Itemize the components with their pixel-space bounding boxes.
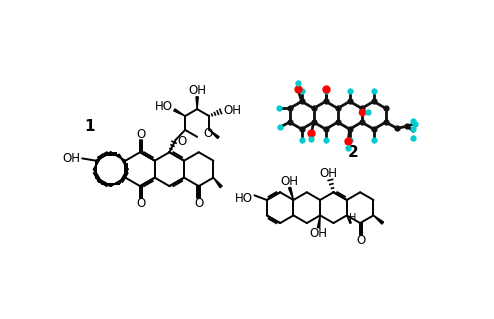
Polygon shape [174, 109, 185, 116]
Text: OH: OH [281, 175, 298, 188]
Text: H: H [349, 213, 357, 224]
Text: OH: OH [188, 84, 206, 97]
Polygon shape [347, 215, 351, 223]
Text: HO: HO [235, 192, 253, 205]
Text: O: O [194, 197, 204, 210]
Text: O: O [177, 135, 186, 148]
Text: OH: OH [223, 104, 241, 117]
Polygon shape [318, 215, 320, 228]
Text: O: O [203, 127, 212, 140]
Polygon shape [373, 215, 383, 224]
Polygon shape [196, 97, 198, 109]
Text: O: O [356, 234, 366, 247]
Text: O: O [136, 128, 145, 141]
Polygon shape [209, 130, 219, 138]
Text: OH: OH [320, 167, 338, 180]
Text: 1: 1 [84, 119, 94, 134]
Polygon shape [288, 187, 293, 200]
Text: HO: HO [155, 100, 172, 113]
Text: OH: OH [310, 227, 328, 240]
Text: OH: OH [62, 152, 81, 165]
Text: 2: 2 [348, 145, 359, 160]
Text: O: O [136, 197, 145, 210]
Polygon shape [213, 178, 222, 188]
